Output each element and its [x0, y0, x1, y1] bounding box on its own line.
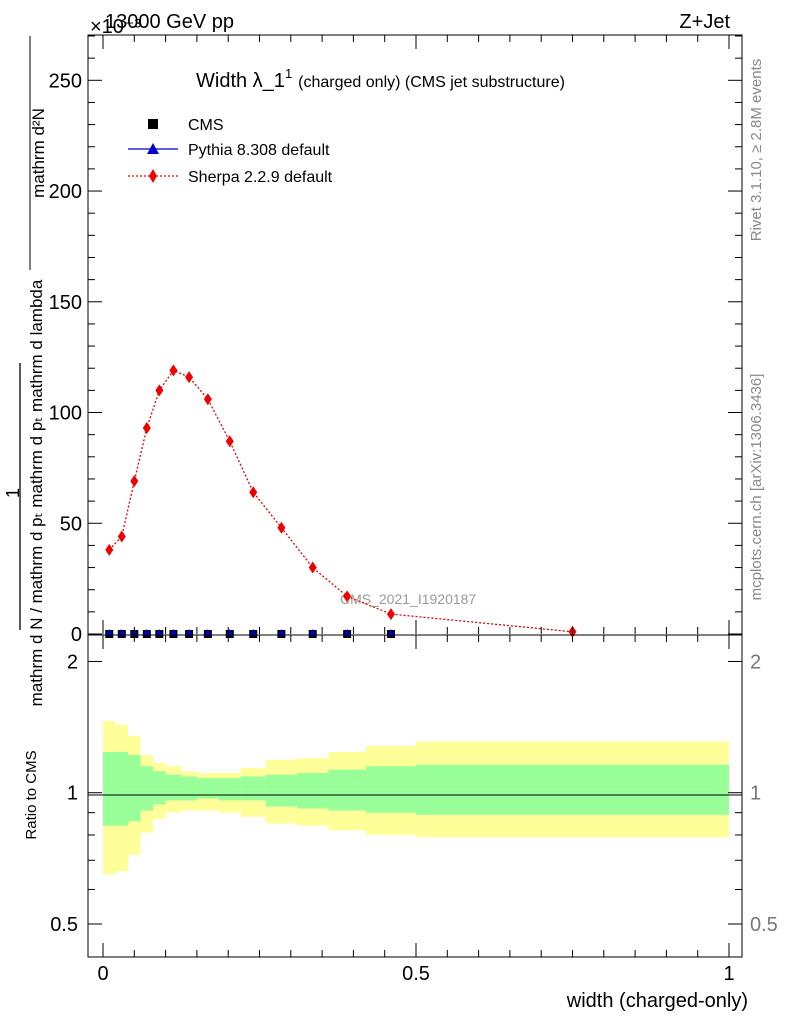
- ratio-inner-band: [115, 751, 129, 826]
- sherpa-point: [185, 371, 194, 384]
- sherpa-point: [142, 422, 151, 435]
- ratio-y-tick-label: 2: [67, 651, 78, 673]
- sherpa-line: [108, 369, 573, 633]
- pythia-point: [105, 629, 114, 636]
- ratio-axes: 0.5 1 2 0.5 1 2: [50, 651, 778, 936]
- main-y-tick-label: 100: [49, 403, 82, 425]
- main-y-tick-label: 150: [49, 292, 82, 314]
- ratio-ylabel: Ratio to CMS: [23, 750, 40, 839]
- main-y-tick-label: 200: [49, 181, 82, 203]
- sherpa-point: [277, 521, 286, 534]
- ratio-inner-band: [218, 778, 241, 801]
- pythia-point: [155, 629, 164, 636]
- pythia-point: [277, 629, 286, 636]
- ratio-y-tick-label-right: 2: [750, 651, 761, 673]
- ratio-y-tick-label: 1: [67, 783, 78, 805]
- analysis-watermark: CMS_2021_I1920187: [340, 591, 476, 607]
- ratio-inner-band: [365, 766, 416, 813]
- ratio-bands: [103, 721, 729, 875]
- process-label: Z+Jet: [679, 11, 730, 33]
- legend-pythia-marker: [147, 143, 159, 154]
- ratio-inner-band: [128, 755, 141, 822]
- pythia-point: [117, 629, 126, 636]
- sherpa-point: [117, 530, 126, 543]
- ratio-inner-band: [103, 751, 116, 826]
- pythia-point: [185, 629, 194, 636]
- rivet-label: Rivet 3.1.10, ≥ 2.8M events: [748, 59, 765, 242]
- mcplots-label: mcplots.cern.ch [arXiv:1306.3436]: [748, 374, 765, 601]
- main-plot-title: Width λ_11 (charged only) (CMS jet substr…: [196, 66, 565, 92]
- sherpa-point: [203, 393, 212, 406]
- sherpa-point: [169, 364, 178, 377]
- ratio-inner-band: [140, 766, 154, 811]
- main-y-tick-label: 0: [71, 624, 82, 646]
- ratio-inner-band: [265, 774, 298, 807]
- pythia-point: [249, 629, 258, 636]
- energy-label: 13000 GeV pp: [105, 11, 234, 33]
- ratio-inner-band: [416, 764, 729, 815]
- ratio-y-tick-label-right: 1: [750, 783, 761, 805]
- sherpa-point: [130, 475, 139, 488]
- ratio-inner-band: [297, 772, 329, 809]
- pythia-point: [169, 629, 178, 636]
- x-axis-label: width (charged-only): [566, 990, 748, 1012]
- title-sub: (charged only) (CMS jet substructure): [298, 74, 565, 91]
- ylabel-numerator: mathrm d²N: [29, 108, 48, 198]
- main-plot-frame: [87, 34, 743, 636]
- sherpa-point: [105, 543, 114, 556]
- pythia-point: [343, 629, 352, 636]
- sherpa-point: [249, 486, 258, 499]
- legend-sherpa-label: Sherpa 2.2.9 default: [188, 169, 333, 186]
- ratio-plot-frame: [87, 634, 743, 958]
- legend: CMS Pythia 8.308 default Sherpa 2.2.9 de…: [128, 117, 333, 186]
- ratio-inner-band: [165, 774, 182, 801]
- sherpa-point: [343, 590, 352, 603]
- exponent-label: ×10⁻³: [90, 16, 141, 38]
- ratio-inner-band: [328, 769, 366, 811]
- sherpa-point: [225, 435, 234, 448]
- legend-cms-label: CMS: [188, 117, 224, 134]
- sherpa-point: [308, 561, 317, 574]
- x-tick-label: 1: [723, 963, 734, 985]
- ratio-inner-band: [240, 776, 266, 801]
- ratio-y-tick-label: 0.5: [50, 914, 78, 936]
- sherpa-point: [386, 608, 395, 621]
- ratio-inner-band: [181, 776, 197, 801]
- ylabel-denominator: mathrm d N / mathrm d pₜ mathrm d pₜ mat…: [27, 279, 46, 706]
- legend-pythia-label: Pythia 8.308 default: [188, 142, 330, 159]
- pythia-point: [308, 629, 317, 636]
- legend-sherpa-marker: [149, 169, 157, 183]
- pythia-point: [203, 629, 212, 636]
- ratio-inner-band: [196, 778, 219, 799]
- ylabel-one: 1: [3, 488, 23, 498]
- ratio-inner-band: [153, 771, 166, 805]
- ratio-y-tick-label-right: 0.5: [750, 914, 778, 936]
- main-y-tick-label: 250: [49, 70, 82, 92]
- main-axes: 0 50 100 150 200 250: [49, 35, 742, 646]
- title-main: Width λ_1: [196, 70, 285, 92]
- title-sup: 1: [285, 66, 292, 81]
- pythia-point: [225, 629, 234, 636]
- pythia-point: [142, 629, 151, 636]
- x-axis: 0 0.5 1: [97, 35, 735, 985]
- sherpa-point: [155, 384, 164, 397]
- main-y-tick-label: 50: [60, 513, 82, 535]
- x-tick-label: 0.5: [402, 963, 430, 985]
- x-tick-label: 0: [97, 963, 108, 985]
- main-ylabel: 1 mathrm d N / mathrm d pₜ mathrm d pₜ m…: [3, 36, 48, 706]
- legend-cms-marker: [148, 119, 158, 129]
- pythia-point: [386, 629, 395, 636]
